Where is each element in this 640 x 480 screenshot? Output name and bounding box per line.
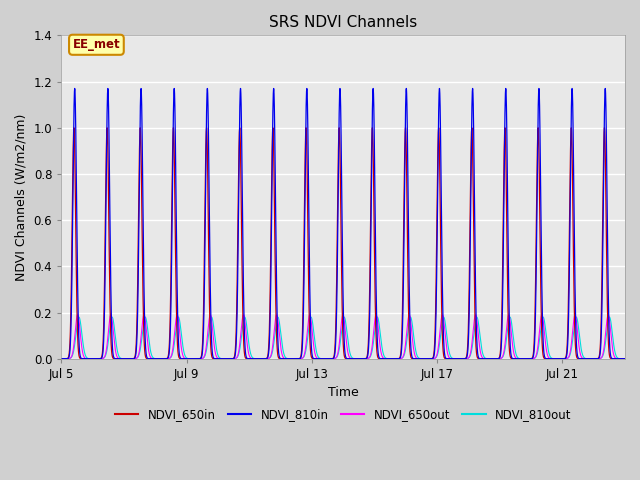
NDVI_810out bbox=[58, 356, 65, 361]
NDVI_650in bbox=[58, 356, 65, 361]
NDVI_810out bbox=[461, 356, 468, 361]
Line: NDVI_810in: NDVI_810in bbox=[61, 88, 625, 359]
NDVI_650in bbox=[324, 356, 332, 361]
Text: EE_met: EE_met bbox=[72, 38, 120, 51]
NDVI_650in bbox=[419, 356, 427, 361]
NDVI_650out bbox=[324, 356, 332, 361]
NDVI_650out bbox=[461, 356, 469, 361]
NDVI_810in bbox=[324, 356, 332, 361]
NDVI_650out bbox=[58, 356, 65, 361]
NDVI_650out bbox=[419, 356, 427, 361]
NDVI_650out bbox=[198, 356, 205, 361]
NDVI_810in bbox=[198, 353, 205, 359]
NDVI_650in bbox=[461, 356, 468, 361]
NDVI_650in bbox=[468, 125, 476, 131]
Line: NDVI_650out: NDVI_650out bbox=[61, 315, 625, 359]
NDVI_650out bbox=[399, 355, 406, 360]
NDVI_810out bbox=[621, 356, 629, 361]
NDVI_650in bbox=[585, 356, 593, 361]
NDVI_810in bbox=[58, 356, 65, 361]
NDVI_810in bbox=[419, 356, 427, 361]
NDVI_810out bbox=[585, 356, 593, 361]
X-axis label: Time: Time bbox=[328, 386, 358, 399]
NDVI_810in bbox=[398, 334, 406, 340]
NDVI_810in bbox=[621, 356, 629, 361]
NDVI_810in bbox=[568, 85, 576, 91]
Line: NDVI_810out: NDVI_810out bbox=[61, 317, 625, 359]
NDVI_650in bbox=[198, 351, 205, 357]
NDVI_650out bbox=[207, 312, 214, 318]
NDVI_650in bbox=[398, 318, 406, 324]
NDVI_650out bbox=[585, 356, 593, 361]
NDVI_650in bbox=[621, 356, 629, 361]
NDVI_650out bbox=[621, 356, 629, 361]
NDVI_810out bbox=[324, 356, 332, 361]
NDVI_810out bbox=[572, 314, 580, 320]
Title: SRS NDVI Channels: SRS NDVI Channels bbox=[269, 15, 417, 30]
Line: NDVI_650in: NDVI_650in bbox=[61, 128, 625, 359]
NDVI_810out bbox=[198, 356, 205, 361]
NDVI_810in bbox=[461, 356, 468, 361]
NDVI_810out bbox=[398, 355, 406, 361]
NDVI_810out bbox=[419, 356, 427, 361]
NDVI_810in bbox=[585, 356, 593, 361]
Y-axis label: NDVI Channels (W/m2/nm): NDVI Channels (W/m2/nm) bbox=[15, 113, 28, 281]
Legend: NDVI_650in, NDVI_810in, NDVI_650out, NDVI_810out: NDVI_650in, NDVI_810in, NDVI_650out, NDV… bbox=[110, 403, 576, 426]
